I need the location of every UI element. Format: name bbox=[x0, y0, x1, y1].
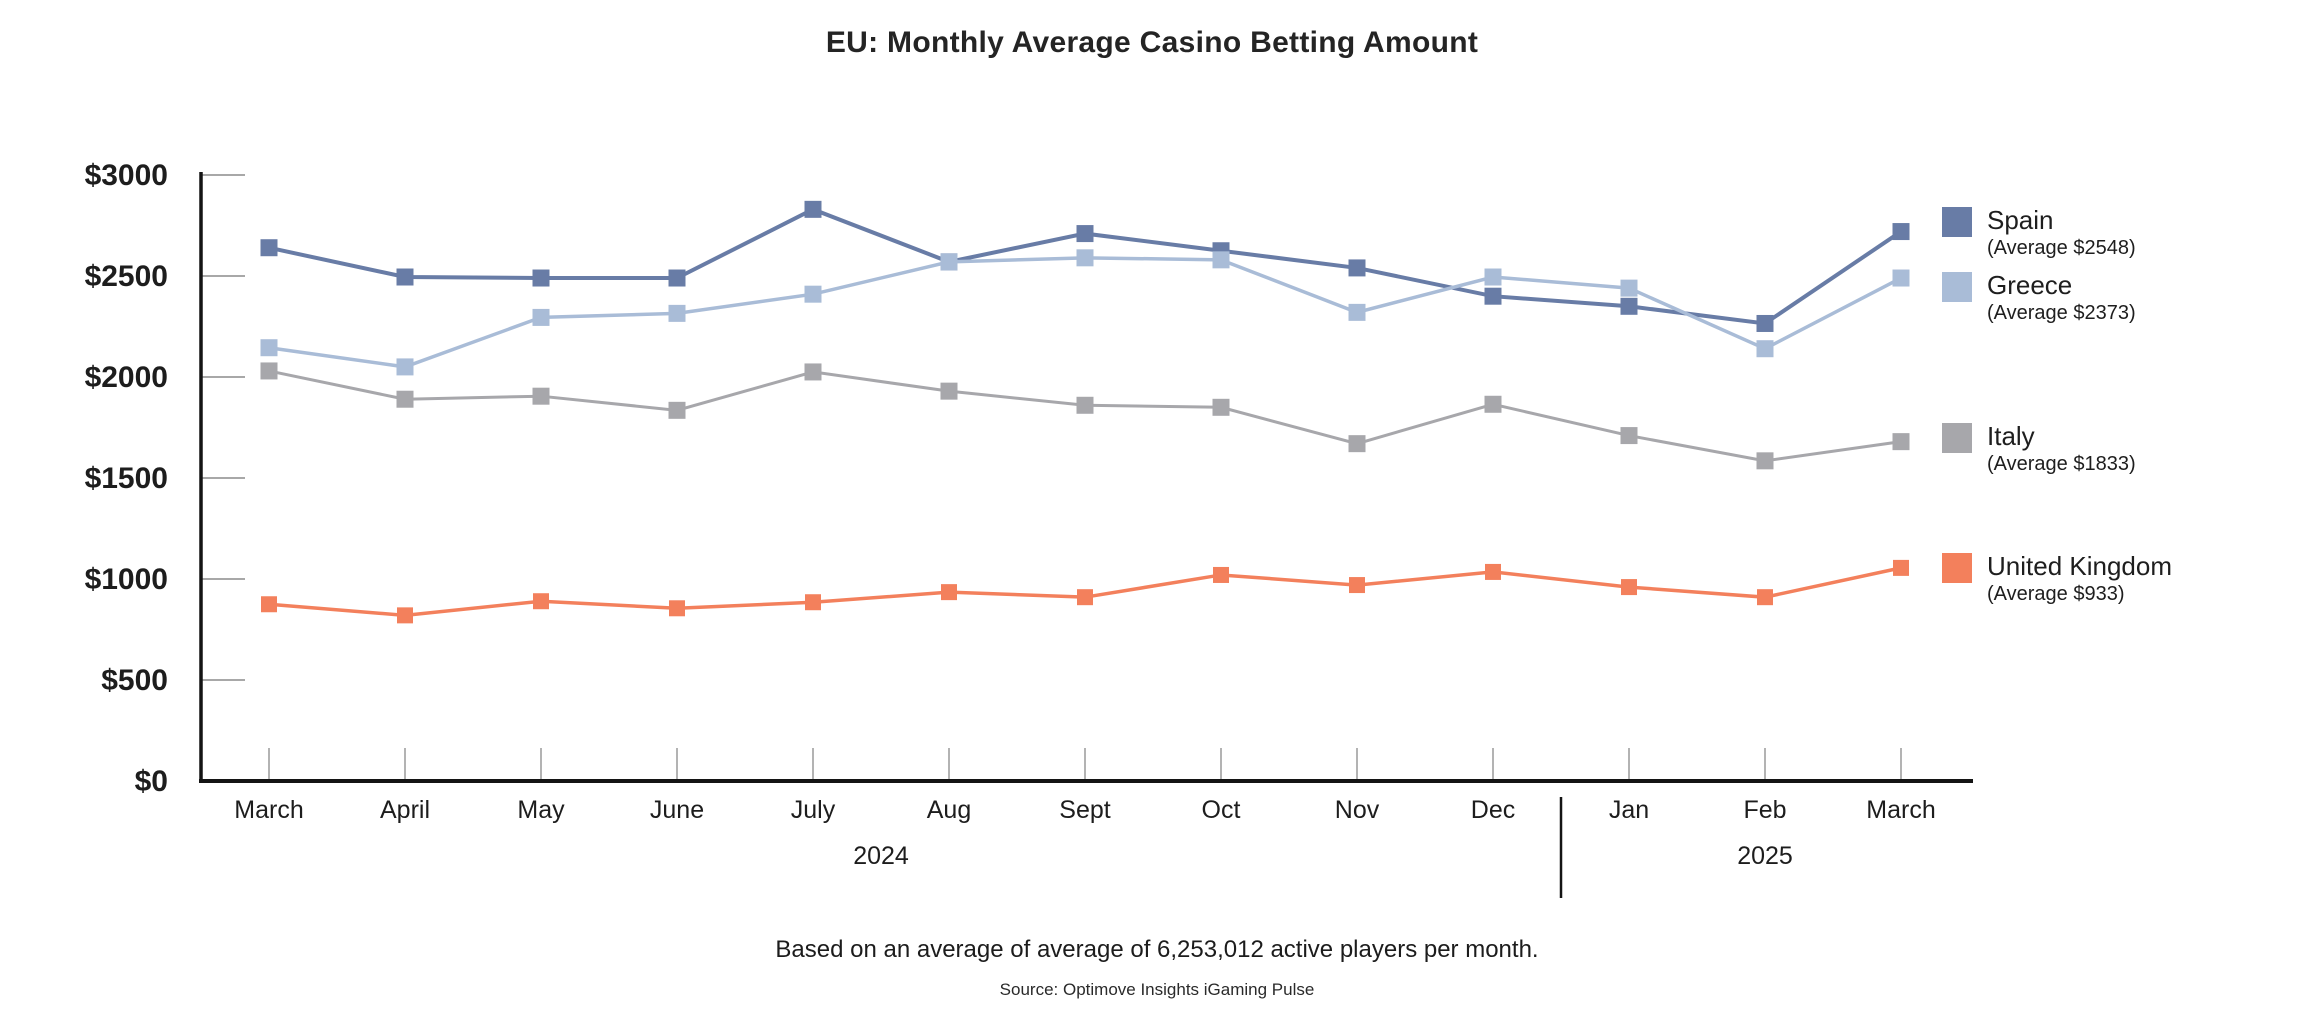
footnote-text: Based on an average of average of 6,253,… bbox=[775, 936, 1539, 963]
data-point-italy bbox=[1348, 435, 1366, 453]
data-point-spain bbox=[1076, 225, 1094, 243]
data-point-italy bbox=[1076, 396, 1094, 414]
greece-swatch-icon bbox=[1942, 272, 1972, 302]
data-point-united-kingdom bbox=[805, 594, 821, 611]
data-point-greece bbox=[1212, 251, 1230, 269]
data-point-spain bbox=[260, 239, 278, 257]
data-point-italy bbox=[1892, 433, 1910, 451]
data-point-greece bbox=[532, 308, 550, 326]
x-axis-month-label: July bbox=[791, 796, 836, 824]
y-axis-tick-label: $2500 bbox=[85, 260, 168, 293]
legend-label: Spain bbox=[1987, 205, 2054, 235]
legend-average: (Average $1833) bbox=[1987, 453, 2136, 475]
x-axis-month-label: Aug bbox=[927, 796, 971, 824]
y-axis-tick-label: $2000 bbox=[85, 361, 168, 394]
data-point-italy bbox=[1484, 395, 1502, 413]
legend-label: United Kingdom bbox=[1987, 551, 2172, 581]
x-axis-month-label: March bbox=[1866, 796, 1935, 824]
data-point-united-kingdom bbox=[1077, 589, 1093, 606]
x-axis-month-label: Oct bbox=[1202, 796, 1241, 824]
legend-average: (Average $933) bbox=[1987, 583, 2125, 605]
data-point-italy bbox=[1620, 427, 1638, 445]
legend-average: (Average $2373) bbox=[1987, 302, 2136, 324]
legend-label: Greece bbox=[1987, 270, 2073, 300]
data-point-greece bbox=[1484, 268, 1502, 286]
data-point-greece bbox=[260, 339, 278, 357]
data-point-spain bbox=[1348, 259, 1366, 277]
year-label: 2025 bbox=[1737, 842, 1793, 870]
data-point-greece bbox=[804, 285, 822, 303]
legend-item-greece: Greece (Average $2373) bbox=[1942, 270, 2136, 326]
data-point-united-kingdom bbox=[1757, 589, 1773, 606]
x-axis-month-label: Feb bbox=[1743, 796, 1786, 824]
data-point-greece bbox=[1076, 249, 1094, 267]
data-point-united-kingdom bbox=[261, 596, 277, 613]
data-point-united-kingdom bbox=[1621, 579, 1637, 596]
data-point-italy bbox=[668, 401, 686, 419]
data-point-italy bbox=[1212, 398, 1230, 416]
data-point-greece bbox=[668, 304, 686, 322]
source-text: Source: Optimove Insights iGaming Pulse bbox=[999, 980, 1315, 999]
data-point-spain bbox=[532, 269, 550, 287]
italy-swatch-icon bbox=[1942, 423, 1972, 453]
year-label: 2024 bbox=[853, 842, 909, 870]
data-point-spain bbox=[1892, 223, 1910, 241]
data-point-italy bbox=[260, 362, 278, 380]
data-point-spain bbox=[1756, 314, 1774, 332]
data-point-greece bbox=[396, 358, 414, 376]
data-point-united-kingdom bbox=[941, 584, 957, 601]
series-line-greece bbox=[268, 256, 1902, 369]
legend-item-united-kingdom: United Kingdom (Average $933) bbox=[1942, 551, 2172, 607]
y-axis-tick-label: $0 bbox=[135, 765, 168, 798]
y-axis-tick-label: $1000 bbox=[85, 563, 168, 596]
x-axis-month-label: Jan bbox=[1609, 796, 1649, 824]
united-kingdom-swatch-icon bbox=[1942, 553, 1972, 583]
data-point-italy bbox=[804, 363, 822, 381]
series-line-italy bbox=[268, 369, 1902, 463]
data-point-italy bbox=[396, 390, 414, 408]
legend-item-spain: Spain (Average $2548) bbox=[1942, 205, 2136, 261]
data-point-united-kingdom bbox=[1485, 563, 1501, 580]
data-point-united-kingdom bbox=[397, 607, 413, 624]
data-point-spain bbox=[1484, 287, 1502, 305]
x-axis-month-label: Sept bbox=[1059, 796, 1110, 824]
data-point-greece bbox=[1348, 303, 1366, 321]
data-point-united-kingdom bbox=[1213, 566, 1229, 583]
x-axis-month-label: May bbox=[517, 796, 565, 824]
data-point-italy bbox=[532, 387, 550, 405]
data-point-greece bbox=[940, 253, 958, 271]
data-point-greece bbox=[1756, 340, 1774, 358]
spain-swatch-icon bbox=[1942, 207, 1972, 237]
legend-average: (Average $2548) bbox=[1987, 237, 2136, 259]
data-point-italy bbox=[1756, 452, 1774, 470]
y-axis-tick-label: $3000 bbox=[85, 159, 168, 192]
y-axis-tick-label: $1500 bbox=[85, 462, 168, 495]
data-point-greece bbox=[1620, 279, 1638, 297]
data-point-spain bbox=[804, 200, 822, 218]
x-axis-month-label: Nov bbox=[1335, 796, 1380, 824]
x-axis-month-label: April bbox=[380, 796, 430, 824]
data-point-united-kingdom bbox=[533, 593, 549, 610]
data-point-spain bbox=[668, 269, 686, 287]
x-axis-month-label: March bbox=[234, 796, 303, 824]
data-point-spain bbox=[1620, 297, 1638, 315]
x-axis-month-label: June bbox=[650, 796, 704, 824]
data-point-spain bbox=[396, 268, 414, 286]
legend-label: Italy bbox=[1987, 421, 2035, 451]
data-point-united-kingdom bbox=[1893, 559, 1909, 576]
y-axis-tick-label: $500 bbox=[101, 664, 168, 697]
data-point-united-kingdom bbox=[669, 600, 685, 617]
x-axis-month-label: Dec bbox=[1471, 796, 1515, 824]
legend-item-italy: Italy (Average $1833) bbox=[1942, 421, 2136, 477]
data-point-united-kingdom bbox=[1349, 577, 1365, 594]
page-title: EU: Monthly Average Casino Betting Amoun… bbox=[825, 26, 1479, 59]
data-point-greece bbox=[1892, 269, 1910, 287]
data-point-italy bbox=[940, 382, 958, 400]
